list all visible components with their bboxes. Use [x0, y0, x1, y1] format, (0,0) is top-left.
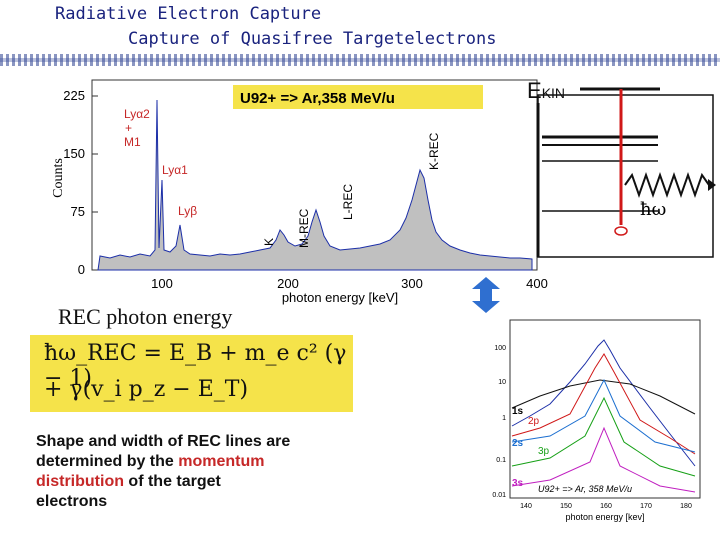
double-arrow-icon: [472, 277, 500, 313]
peak-label-m1: M1: [124, 135, 141, 149]
photon-label: ħω: [640, 199, 666, 220]
electron-hole: [614, 226, 628, 236]
y-axis-label: Counts: [51, 158, 66, 198]
inset-curve-2s: [511, 378, 696, 453]
header-divider: [0, 54, 720, 66]
inset-curve-1s: [511, 379, 696, 415]
rec-formula-box: ħω_REC = E_B + m_e c² (γ − 1) + γ(v_i p_…: [30, 335, 353, 412]
y-tick-label: 150: [63, 146, 85, 161]
inset-y-tick: 1: [502, 415, 506, 422]
rec-heading: REC photon energy: [58, 304, 233, 329]
y-tick-label: 225: [63, 88, 85, 103]
formula-line-1: ħω_REC = E_B + m_e c² (γ − 1): [44, 341, 347, 391]
peak-label-plus: +: [125, 121, 132, 135]
peak-label-m-rec: M-REC: [297, 208, 311, 248]
peak-label-k-rec: K-REC: [427, 132, 441, 170]
spectrum-area: [97, 99, 533, 271]
x-tick-label: 400: [526, 276, 548, 291]
beam-annotation-box: [233, 85, 483, 109]
peak-label-ly-a1: Lyα1: [162, 163, 188, 177]
main-spectrum-plot: 225 150 75 0 100 200 300 400 photon ener…: [51, 79, 548, 305]
inset-x-tick: 170: [640, 503, 652, 510]
inset-x-tick: 160: [600, 503, 612, 510]
inset-x-label: photon energy [kev]: [565, 512, 644, 522]
header-divider-line: [0, 58, 720, 62]
inset-y-tick: 0.01: [492, 492, 506, 499]
x-tick-label: 300: [401, 276, 423, 291]
inset-y-tick: 10: [498, 379, 506, 386]
peak-label-ly-b: Lyβ: [178, 204, 197, 218]
inset-series-label: 1s: [512, 406, 524, 417]
inset-curve-3p: [511, 396, 696, 477]
peak-label-k: K: [262, 238, 276, 246]
inset-series-label: 2s: [512, 438, 524, 449]
x-tick-label: 100: [151, 276, 173, 291]
inset-x-tick: 180: [680, 503, 692, 510]
inset-y-tick: 100: [494, 345, 506, 352]
slide-title: Radiative Electron Capture: [55, 4, 322, 24]
slide-subtitle: Capture of Quasifree Targetelectrons: [128, 29, 497, 49]
inset-annotation: U92+ => Ar, 358 MeV/u: [538, 484, 632, 494]
photon-wave-icon: [624, 171, 710, 199]
x-axis-label: photon energy [keV]: [282, 290, 398, 305]
energy-level-diagram: ħω: [536, 87, 716, 258]
peak-label-ly-a2: Lyα2: [124, 107, 150, 121]
inset-curve-total: [511, 339, 696, 467]
inset-curve-3s: [511, 426, 696, 493]
peak-label-l-rec: L-REC: [341, 184, 355, 220]
inset-series-label: 2p: [528, 416, 540, 427]
inset-series-label: 3p: [538, 446, 550, 457]
formula-line-2: + γ(v_i p_z − E_T): [44, 377, 249, 402]
y-tick-label: 0: [78, 262, 85, 277]
inset-y-tick: 0.1: [496, 457, 506, 464]
x-tick-label: 200: [277, 276, 299, 291]
beam-annotation: U92+ => Ar,358 MeV/u: [240, 90, 395, 107]
diagram-frame: [537, 94, 714, 258]
description-text: Shape and width of REC lines are determi…: [36, 433, 291, 510]
inset-x-tick: 150: [560, 503, 572, 510]
inset-series-label: 3s: [512, 478, 524, 489]
inset-x-tick: 140: [520, 503, 532, 510]
photon-arrow-icon: [708, 179, 716, 191]
inset-momentum-plot: 100 10 1 0.1 0.01 140 150 160 170 180 ph…: [492, 319, 701, 522]
y-tick-label: 75: [71, 204, 85, 219]
inset-curve-2p: [511, 353, 696, 455]
